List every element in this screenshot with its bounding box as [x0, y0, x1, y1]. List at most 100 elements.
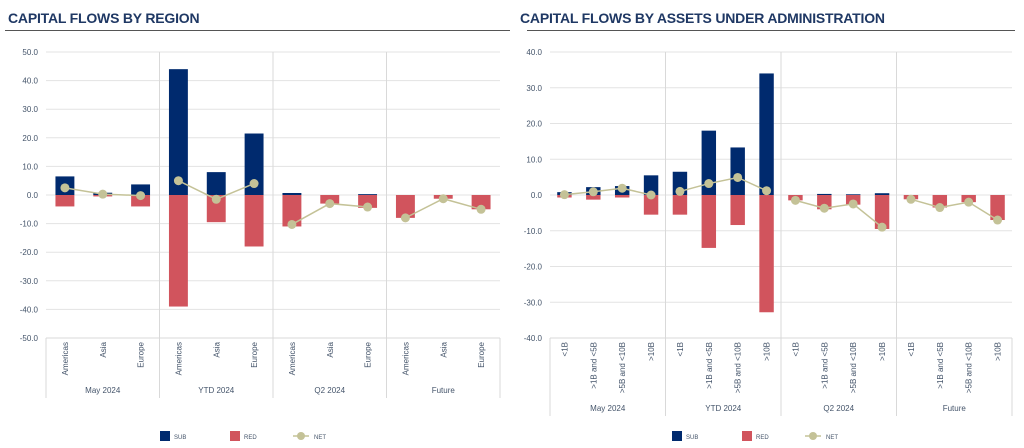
red-bar: [643, 195, 659, 215]
category-label: >10B: [763, 342, 772, 361]
red-bar: [730, 195, 745, 226]
title-divider: [527, 30, 1015, 31]
group-label: Future: [432, 386, 456, 395]
net-point: [819, 203, 829, 213]
group-label: May 2024: [85, 386, 121, 395]
legend-swatch-net-marker: [297, 432, 305, 440]
red-bar: [672, 195, 688, 215]
category-label: Americas: [288, 342, 297, 375]
net-point: [935, 203, 945, 213]
y-tick-label: -10.0: [524, 227, 543, 236]
net-point: [646, 190, 656, 200]
category-label: Europe: [477, 341, 486, 367]
net-point: [173, 176, 183, 186]
net-point: [363, 202, 373, 212]
category-label: <1B: [791, 342, 800, 356]
legend-label: RED: [756, 435, 769, 441]
legend-label: SUB: [686, 435, 698, 441]
category-label: Americas: [174, 342, 183, 375]
sub-bar: [131, 184, 151, 195]
red-bar: [131, 195, 151, 207]
red-bar: [701, 195, 717, 248]
red-bar: [932, 195, 948, 208]
net-point: [559, 190, 569, 200]
net-point: [704, 179, 714, 189]
net-line: [564, 187, 652, 196]
legend-swatch-red: [742, 431, 752, 441]
net-point: [60, 183, 70, 193]
sub-bar: [845, 194, 861, 195]
y-tick-label: -30.0: [20, 277, 39, 286]
category-label: Asia: [212, 341, 221, 357]
legend-label: SUB: [174, 435, 186, 441]
y-tick-label: 30.0: [22, 105, 38, 114]
chart-title-region: CAPITAL FLOWS BY REGION: [8, 10, 200, 26]
red-bar: [244, 195, 264, 247]
y-tick-label: -40.0: [20, 305, 39, 314]
net-point: [762, 186, 772, 196]
y-tick-label: -40.0: [524, 334, 543, 343]
legend-swatch-net-marker: [809, 432, 817, 440]
net-line: [795, 199, 883, 228]
sub-bar: [168, 69, 188, 195]
category-label: <1B: [907, 342, 916, 356]
red-bar: [168, 195, 188, 307]
category-label: <1B: [676, 342, 685, 356]
group-label: Future: [943, 404, 967, 413]
net-line: [910, 198, 998, 221]
net-point: [877, 222, 887, 232]
category-label: >1B and <5B: [936, 342, 945, 389]
y-tick-label: 40.0: [22, 77, 38, 86]
net-point: [675, 186, 685, 196]
category-label: >1B and <5B: [820, 342, 829, 389]
y-tick-label: -30.0: [524, 298, 543, 307]
legend-label: NET: [826, 435, 838, 441]
y-tick-label: 0.0: [27, 191, 39, 200]
category-label: Europe: [250, 341, 259, 367]
net-point: [993, 215, 1003, 225]
category-label: >5B and <10B: [734, 342, 743, 393]
category-label: <1B: [560, 342, 569, 356]
group-label: Q2 2024: [314, 386, 345, 395]
net-point: [848, 199, 858, 209]
category-label: Americas: [401, 342, 410, 375]
y-tick-label: -50.0: [20, 334, 39, 343]
y-tick-label: 20.0: [22, 134, 38, 143]
category-label: Asia: [326, 341, 335, 357]
red-bar: [358, 195, 378, 208]
net-point: [325, 199, 335, 209]
red-bar: [282, 195, 302, 227]
sub-bar: [874, 193, 890, 195]
net-point: [98, 189, 108, 199]
net-point: [287, 219, 297, 229]
y-tick-label: 20.0: [526, 120, 542, 129]
y-tick-label: 10.0: [526, 155, 542, 164]
y-tick-label: 30.0: [526, 84, 542, 93]
y-tick-label: 0.0: [531, 191, 543, 200]
legend-label: RED: [244, 435, 257, 441]
sub-bar: [282, 192, 302, 195]
sub-bar: [244, 133, 264, 195]
net-point: [438, 194, 448, 204]
y-tick-label: 10.0: [22, 162, 38, 171]
red-bar: [874, 195, 890, 229]
legend-swatch-red: [230, 431, 240, 441]
net-point: [617, 183, 627, 193]
group-label: Q2 2024: [823, 404, 854, 413]
legend-swatch-sub: [672, 431, 682, 441]
y-tick-label: -20.0: [20, 248, 39, 257]
red-bar: [990, 195, 1005, 221]
sub-bar: [358, 194, 378, 195]
y-tick-label: 40.0: [526, 48, 542, 57]
group-label: YTD 2024: [198, 386, 235, 395]
sub-bar: [730, 147, 745, 195]
category-label: >10B: [994, 342, 1003, 361]
sub-bar: [701, 130, 717, 195]
net-point: [906, 194, 916, 204]
legend-swatch-sub: [160, 431, 170, 441]
legend-label: NET: [314, 435, 326, 441]
net-point: [588, 187, 598, 197]
sub-bar: [817, 193, 832, 195]
red-bar: [759, 195, 774, 313]
